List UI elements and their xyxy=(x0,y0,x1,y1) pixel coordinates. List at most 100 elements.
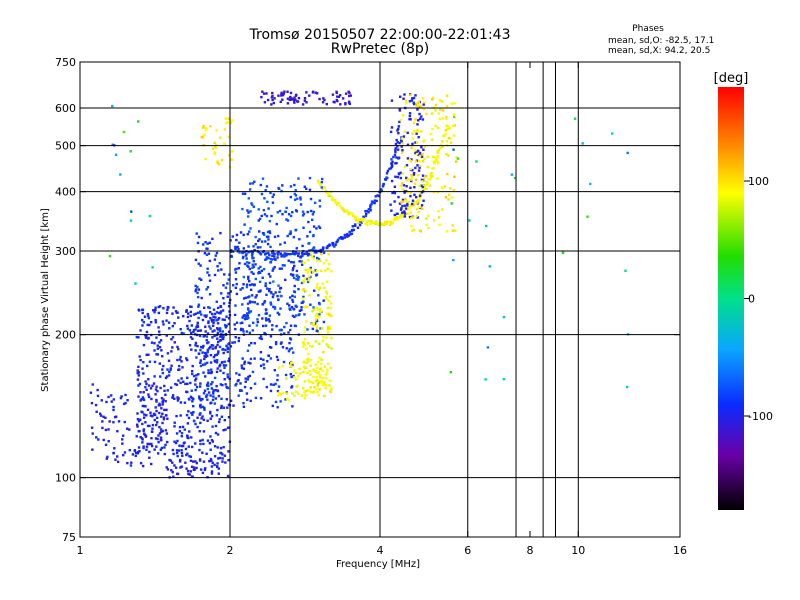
o-mode-point xyxy=(198,277,201,280)
o-mode-point xyxy=(210,459,213,462)
o-mode-point xyxy=(222,284,225,287)
o-mode-point xyxy=(312,247,315,250)
x-mode-point xyxy=(312,323,315,327)
x-mode-point xyxy=(411,204,415,208)
o-mode-point xyxy=(96,388,99,392)
o-mode-point xyxy=(213,273,217,277)
o-mode-point xyxy=(280,91,283,95)
x-mode-point xyxy=(319,269,323,273)
x-mode-point xyxy=(439,143,443,146)
o-mode-point xyxy=(136,412,139,415)
o-mode-point xyxy=(158,341,161,344)
o-mode-point xyxy=(229,345,233,348)
o-mode-point xyxy=(138,355,141,358)
noise-point xyxy=(586,215,589,218)
o-mode-point xyxy=(250,203,254,206)
o-mode-point xyxy=(116,460,120,464)
o-mode-point xyxy=(264,324,268,327)
o-mode-point xyxy=(298,260,301,263)
o-mode-point xyxy=(257,250,260,254)
o-mode-point xyxy=(397,172,401,176)
o-mode-point xyxy=(218,345,222,349)
o-mode-point xyxy=(385,172,389,175)
o-mode-point xyxy=(289,324,293,327)
o-mode-point xyxy=(206,267,209,270)
o-mode-point xyxy=(415,150,419,153)
o-mode-point xyxy=(277,186,280,190)
o-mode-point xyxy=(247,361,250,364)
x-mode-point xyxy=(454,229,457,232)
o-mode-point xyxy=(98,412,102,415)
o-mode-point xyxy=(347,234,350,237)
o-mode-point xyxy=(147,393,150,396)
x-mode-point xyxy=(325,259,328,262)
x-mode-point xyxy=(445,124,448,128)
o-mode-point xyxy=(233,341,237,344)
o-mode-point xyxy=(200,417,203,420)
o-mode-point xyxy=(208,259,212,263)
o-mode-point xyxy=(196,416,199,419)
x-mode-point xyxy=(220,158,224,162)
x-mode-point xyxy=(408,159,412,162)
o-mode-point xyxy=(211,324,215,327)
scatter-points xyxy=(89,90,630,479)
o-mode-point xyxy=(248,279,251,283)
x-mode-point xyxy=(326,192,329,195)
o-mode-point xyxy=(144,405,147,408)
o-mode-point xyxy=(154,388,158,391)
o-mode-point xyxy=(162,416,166,419)
o-mode-point xyxy=(267,318,270,321)
o-mode-point xyxy=(141,311,144,315)
o-mode-point xyxy=(292,267,295,270)
x-mode-point xyxy=(444,132,447,136)
o-mode-point xyxy=(210,472,214,475)
o-mode-point xyxy=(348,230,351,234)
x-mode-point xyxy=(425,217,428,220)
x-mode-point xyxy=(453,102,456,105)
o-mode-point xyxy=(155,353,158,356)
o-mode-point xyxy=(246,302,250,305)
o-mode-point xyxy=(249,227,252,230)
o-mode-point xyxy=(292,264,296,268)
x-mode-point xyxy=(399,118,403,122)
o-mode-point xyxy=(142,372,145,375)
o-mode-point xyxy=(157,440,160,444)
o-mode-point xyxy=(294,98,297,101)
o-mode-point xyxy=(393,191,397,195)
o-mode-point xyxy=(320,177,324,181)
o-mode-point xyxy=(155,385,158,388)
o-mode-point xyxy=(269,346,273,349)
x-mode-point xyxy=(399,213,402,217)
o-mode-point xyxy=(380,189,383,193)
o-mode-point xyxy=(226,295,229,298)
o-mode-point xyxy=(166,389,169,392)
x-mode-point xyxy=(383,223,387,226)
x-mode-point xyxy=(314,340,317,343)
o-mode-point xyxy=(191,364,194,368)
o-mode-point xyxy=(246,232,250,236)
x-mode-point xyxy=(319,367,322,371)
x-mode-point xyxy=(213,151,217,154)
o-mode-point xyxy=(221,318,224,321)
x-mode-point xyxy=(312,375,315,379)
x-mode-point xyxy=(431,98,434,101)
y-tick-label: 200 xyxy=(55,329,76,342)
o-mode-point xyxy=(161,400,164,404)
o-mode-point xyxy=(237,247,240,251)
o-mode-point xyxy=(414,94,417,97)
x-mode-point xyxy=(294,378,298,381)
o-mode-point xyxy=(159,339,163,342)
o-mode-point xyxy=(271,404,274,408)
x-mode-point xyxy=(318,373,321,377)
o-mode-point xyxy=(396,148,400,151)
noise-point xyxy=(130,210,133,213)
o-mode-point xyxy=(214,431,218,435)
o-mode-point xyxy=(356,226,360,229)
x-mode-point xyxy=(436,154,440,158)
o-mode-point xyxy=(345,234,349,237)
x-mode-point xyxy=(411,137,415,140)
x-mode-point xyxy=(423,185,426,189)
o-mode-point xyxy=(210,383,213,386)
o-mode-point xyxy=(412,102,416,106)
x-mode-point xyxy=(414,118,417,121)
